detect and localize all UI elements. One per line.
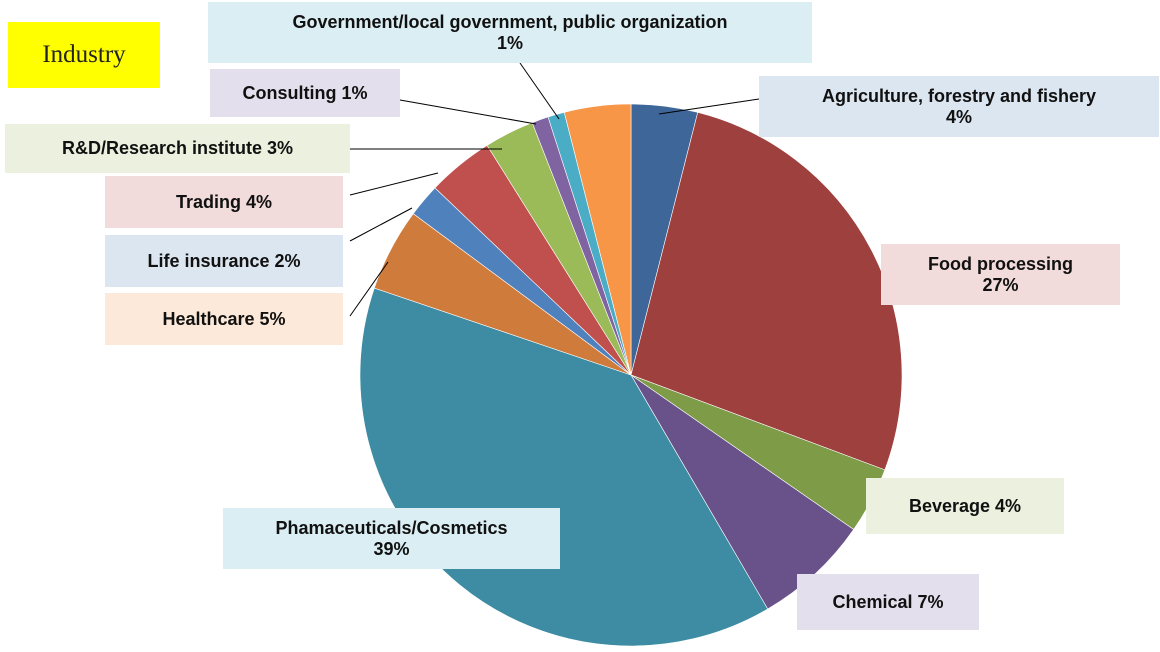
data-label: Healthcare 5% [105, 293, 343, 345]
leader-lines [349, 62, 760, 317]
pie-slice-unlabeled [563, 103, 632, 376]
data-label: Chemical 7% [797, 574, 979, 630]
leader-line [399, 99, 537, 125]
chart-title: Industry [8, 22, 160, 88]
leader-line [658, 98, 760, 115]
pie-slice-food-processing [630, 111, 903, 471]
leader-line [349, 207, 413, 242]
data-label: Beverage 4% [866, 478, 1064, 534]
data-label: Phamaceuticals/Cosmetics 39% [223, 508, 560, 569]
data-label: Government/local government, public orga… [208, 2, 812, 63]
leader-line [349, 172, 439, 196]
data-label: Food processing 27% [881, 244, 1120, 305]
data-label: Agriculture, forestry and fishery 4% [759, 76, 1159, 137]
leader-line [349, 261, 389, 317]
data-label: Trading 4% [105, 176, 343, 228]
pie-slice-chemical [630, 374, 855, 610]
leader-line [519, 62, 560, 120]
data-label: Life insurance 2% [105, 235, 343, 287]
data-label: R&D/Research institute 3% [5, 124, 350, 173]
data-label: Consulting 1% [210, 69, 400, 117]
